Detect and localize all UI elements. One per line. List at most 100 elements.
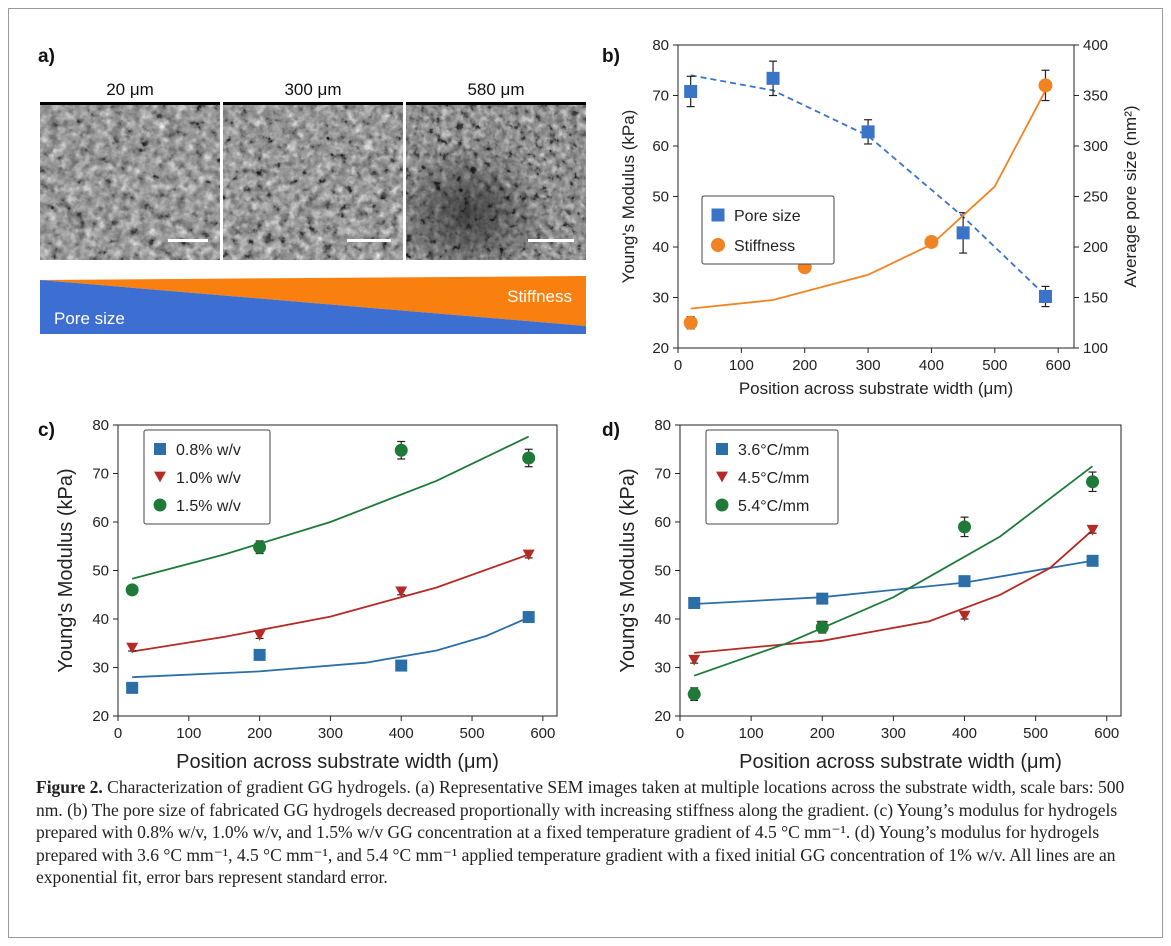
y-tick-label: 30: [92, 660, 109, 677]
y-axis-label: Young's Modulus (kPa): [55, 468, 77, 672]
y-tick-label: 50: [652, 189, 669, 206]
data-point-3-6-c-mm: [959, 575, 971, 587]
y-tick-label: 20: [654, 708, 671, 725]
x-tick-label: 0: [114, 725, 122, 742]
y-right-tick-label: 100: [1083, 340, 1108, 357]
legend-marker-0-8-w-v: [154, 443, 166, 455]
x-tick-label: 500: [1023, 725, 1048, 742]
data-point-1-0-w-v: [254, 630, 266, 641]
sem-texture: [223, 102, 403, 260]
x-tick-label: 600: [530, 725, 555, 742]
legend-label-0-8-w-v: 0.8% w/v: [176, 442, 241, 459]
data-point-pore-size: [767, 72, 780, 85]
data-point-1-0-w-v: [126, 643, 138, 654]
x-tick-label: 500: [460, 725, 485, 742]
x-tick-label: 200: [247, 725, 272, 742]
y-tick-label: 70: [92, 466, 109, 483]
y-tick-label: 30: [652, 290, 669, 307]
y-tick-label: 60: [652, 138, 669, 155]
legend-label-1-0-w-v: 1.0% w/v: [176, 470, 241, 487]
y-axis-label: Young's Modulus (kPa): [617, 468, 639, 672]
y-tick-label: 50: [654, 563, 671, 580]
sem-label-20: 20 μm: [40, 80, 220, 100]
legend-marker-1-5-w-v: [154, 499, 167, 512]
x-axis-label: Position across substrate width (μm): [176, 751, 499, 773]
chart-d: 0 100 200 300 400 500 60020304050607080Positio…: [612, 410, 1152, 770]
data-point-5-4-c-mm: [816, 621, 829, 634]
scale-bar: [528, 239, 574, 242]
data-point-4-5-c-mm: [688, 655, 700, 666]
legend-marker-pore-size: [712, 209, 725, 222]
sem-label-580: 580 μm: [406, 80, 586, 100]
x-axis-label: Position across substrate width (μm): [739, 379, 1013, 398]
scale-bar: [347, 239, 391, 242]
y-right-tick-label: 300: [1083, 138, 1108, 155]
x-tick-label: 0: [674, 357, 682, 374]
data-point-1-5-w-v: [522, 451, 535, 464]
legend-label-4-5-c-mm: 4.5°C/mm: [738, 470, 809, 487]
y-tick-label: 80: [92, 417, 109, 434]
data-point-1-5-w-v: [253, 541, 266, 554]
y-tick-label: 20: [652, 340, 669, 357]
y-tick-label: 60: [92, 514, 109, 531]
fit-line-1-0-w-v: [132, 555, 529, 652]
data-point-1-5-w-v: [395, 444, 408, 457]
caption-label: Figure 2.: [36, 777, 103, 797]
data-point-4-5-c-mm: [959, 611, 971, 622]
fit-line-0-8-w-v: [132, 618, 529, 678]
pore-size-label: Pore size: [54, 309, 125, 328]
x-tick-label: 500: [982, 357, 1007, 374]
x-tick-label: 300: [318, 725, 343, 742]
data-point-5-4-c-mm: [688, 688, 701, 701]
x-tick-label: 200: [810, 725, 835, 742]
legend-marker-5-4-c-mm: [716, 499, 729, 512]
x-tick-label: 0: [676, 725, 684, 742]
data-point-stiffness: [924, 235, 938, 249]
y-right-tick-label: 200: [1083, 239, 1108, 256]
stiffness-label: Stiffness: [507, 287, 572, 306]
data-point-pore-size: [684, 85, 697, 98]
y-axis-label: Young's Modulus (kPa): [619, 110, 638, 284]
y-tick-label: 50: [92, 563, 109, 580]
y-tick-label: 40: [92, 611, 109, 628]
y-right-tick-label: 350: [1083, 88, 1108, 105]
y-tick-label: 70: [654, 466, 671, 483]
data-point-stiffness: [1038, 78, 1052, 92]
x-tick-label: 300: [856, 357, 881, 374]
data-point-0-8-w-v: [523, 611, 535, 623]
data-point-pore-size: [862, 125, 875, 138]
scale-bar: [168, 239, 208, 242]
legend-label-pore-size: Pore size: [734, 208, 801, 225]
y-tick-label: 30: [654, 660, 671, 677]
legend-label-5-4-c-mm: 5.4°C/mm: [738, 498, 809, 515]
y-tick-label: 70: [652, 88, 669, 105]
fit-line-4-5-c-mm: [694, 530, 1092, 653]
chart-b: 0 100 200 300 400 500 600203040506070801001502…: [612, 30, 1152, 395]
sem-image-20um: [40, 102, 220, 260]
sem-texture: [40, 102, 220, 260]
y-tick-label: 40: [654, 611, 671, 628]
y-right-tick-label: 250: [1083, 189, 1108, 206]
data-point-5-4-c-mm: [1086, 475, 1099, 488]
sem-texture: [406, 102, 586, 260]
y-tick-label: 80: [652, 37, 669, 54]
caption-text: Characterization of gradient GG hydrogel…: [36, 777, 1124, 887]
x-tick-label: 300: [881, 725, 906, 742]
data-point-1-5-w-v: [126, 583, 139, 596]
data-point-1-0-w-v: [523, 550, 535, 561]
y-right-tick-label: 150: [1083, 290, 1108, 307]
legend-label-3-6-c-mm: 3.6°C/mm: [738, 442, 809, 459]
sem-image-300um: [223, 102, 403, 260]
y-right-tick-label: 400: [1083, 37, 1108, 54]
x-tick-label: 400: [919, 357, 944, 374]
data-point-5-4-c-mm: [958, 520, 971, 533]
legend-marker-stiffness: [711, 238, 725, 252]
sem-image-580um: [406, 102, 586, 260]
data-point-3-6-c-mm: [816, 593, 828, 605]
data-point-pore-size: [957, 226, 970, 239]
x-tick-label: 400: [952, 725, 977, 742]
y-right-axis-label: Average pore size (nm²): [1121, 105, 1140, 287]
data-point-0-8-w-v: [254, 649, 266, 661]
data-point-3-6-c-mm: [1087, 555, 1099, 567]
x-tick-label: 400: [389, 725, 414, 742]
